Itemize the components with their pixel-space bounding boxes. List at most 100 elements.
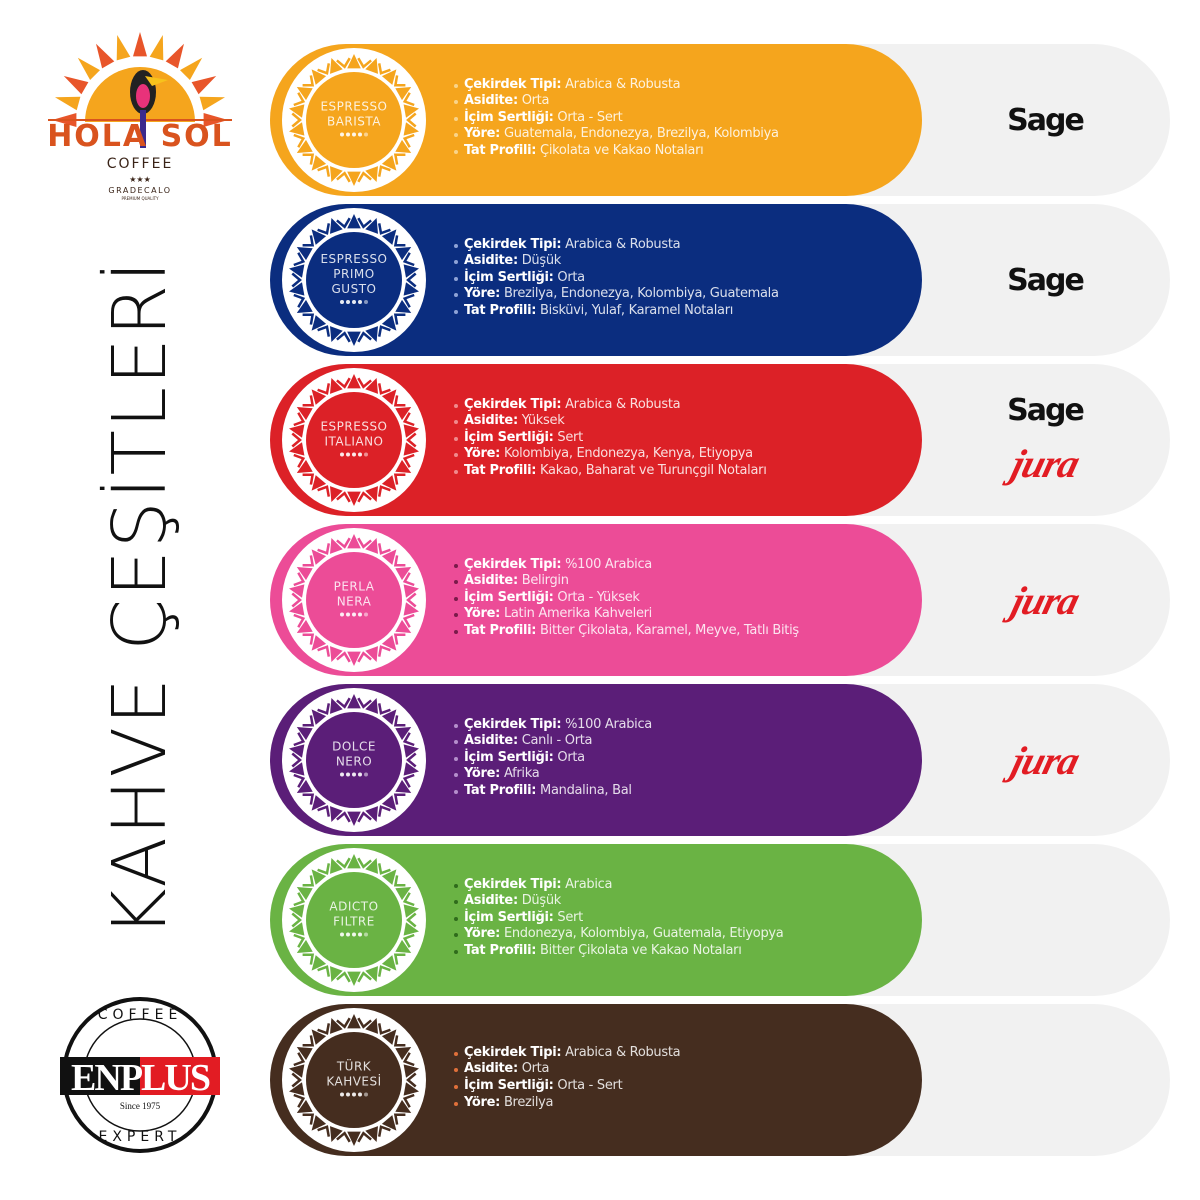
enplus-logo: COFFEE ENPLUS Since 1975 EXPERT [50,995,230,1155]
sage-logo: Sage [1007,262,1085,298]
spec-item: Asidite: Orta [454,1061,680,1078]
spec-list: Çekirdek Tipi: Arabica Asidite: Düşük İçim… [454,876,784,960]
product-name-line: ESPRESSO [320,252,387,266]
spec-item: Tat Profili: Kakao, Baharat ve Turunçgil… [454,463,767,480]
compatible-machines: Sage [960,204,1130,356]
spec-value: Brezilya, Endonezya, Kolombiya, Guatemal… [503,286,779,302]
spec-label: Tat Profili: [464,782,537,798]
spec-item: Çekirdek Tipi: %100 Arabica [454,717,652,734]
spec-value: Orta - Yüksek [557,589,640,605]
coffee-row: ESPRESSO PRIMO GUSTO Çekirdek Tipi: Arabic… [270,204,1170,356]
compatible-machines: jura [960,684,1130,836]
product-name-line: FILTRE [333,915,375,929]
spec-label: Yöre: [464,606,501,622]
coffee-row: TÜRK KAHVESİ Çekirdek Tipi: Arabica & Rob… [270,1004,1170,1156]
sage-logo: Sage [1007,393,1085,428]
spec-label: İçim Sertliği: [464,1077,554,1093]
spec-item: Yöre: Kolombiya, Endonezya, Kenya, Etiyo… [454,446,767,463]
spec-value: Belirgin [521,573,569,589]
spec-item: Çekirdek Tipi: Arabica & Robusta [454,237,779,254]
spec-label: Çekirdek Tipi: [464,396,562,412]
jura-logo: jura [1006,577,1084,623]
spec-label: İçim Sertliği: [464,749,554,765]
spec-value: Arabica & Robusta [565,396,681,412]
spec-value: Bitter Çikolata ve Kakao Notaları [540,942,742,958]
product-name-line: GUSTO [332,282,377,296]
product-name-line: PRIMO [333,267,374,281]
spec-value: %100 Arabica [565,556,652,572]
spec-value: Orta [557,749,585,765]
spec-item: Çekirdek Tipi: Arabica & Robusta [454,397,767,414]
spec-list: Çekirdek Tipi: %100 Arabica Asidite: Beli… [454,557,799,640]
spec-value: Düşük [521,893,562,909]
spec-item: Çekirdek Tipi: Arabica & Robusta [454,1045,681,1062]
spec-value: Brezilya [503,1094,554,1110]
spec-label: Tat Profili: [464,142,537,158]
spec-value: Yüksek [521,413,565,429]
holasol-wordmark: HOLA SOL [47,119,233,154]
spec-label: Asidite: [464,413,518,429]
spec-value: Guatemala, Endonezya, Brezilya, Kolombiy… [503,126,779,142]
spec-value: Canlı - Orta [521,733,593,749]
spec-value: Düşük [521,253,562,269]
spec-label: İçim Sertliği: [464,269,554,285]
compatible-machines: Sage jura [960,364,1130,516]
compatible-machines: Sage [960,44,1130,196]
spec-label: Tat Profili: [464,622,537,638]
product-name-line: ITALIANO [324,435,383,449]
spec-value: Orta [521,1061,550,1077]
spec-label: Asidite: [464,573,518,589]
spec-value: Orta - Sert [557,109,623,125]
product-name-line: ADICTO [329,900,378,914]
spec-label: Yöre: [464,446,501,462]
spec-list: Çekirdek Tipi: Arabica & Robusta Asidite:… [454,397,767,480]
spec-item: Tat Profili: Bitter Çikolata ve Kakao No… [454,943,783,960]
spec-item: İçim Sertliği: Sert [454,430,767,447]
spec-list: Çekirdek Tipi: %100 Arabica Asidite: Canl… [454,717,652,800]
product-name-line: ESPRESSO [320,420,387,434]
spec-item: Yöre: Latin Amerika Kahveleri [454,606,799,623]
compatible-machines [960,844,1130,996]
jura-logo: jura [1006,737,1084,783]
spec-value: Bitter Çikolata, Karamel, Meyve, Tatlı B… [540,622,799,638]
svg-text:GRADECALO: GRADECALO [108,186,171,195]
spec-label: Yöre: [464,1094,501,1110]
jura-logo: jura [1006,441,1084,486]
spec-label: Asidite: [464,1061,518,1077]
spec-label: Yöre: [464,286,501,302]
spec-item: Asidite: Orta [454,93,779,110]
spec-item: İçim Sertliği: Sert [454,910,783,927]
spec-item: Yöre: Guatemala, Endonezya, Brezilya, Ko… [454,126,779,143]
sage-logo: Sage [1007,102,1085,138]
product-name-line: ESPRESSO [320,100,387,114]
spec-label: Yöre: [464,766,501,782]
spec-label: Yöre: [464,126,501,142]
spec-item: İçim Sertliği: Orta - Sert [454,110,779,127]
spec-label: Asidite: [464,733,518,749]
spec-label: Çekirdek Tipi: [464,876,562,892]
svg-text:PREMIUM QUALITY: PREMIUM QUALITY [121,196,159,201]
spec-value: Mandalina, Bal [540,782,632,798]
spec-value: Orta [521,93,550,109]
spec-value: Çikolata ve Kakao Notaları [540,142,704,158]
spec-item: Çekirdek Tipi: %100 Arabica [454,557,799,574]
spec-list: Çekirdek Tipi: Arabica & Robusta Asidite:… [454,1045,681,1111]
spec-item: Asidite: Düşük [454,253,779,270]
spec-item: Asidite: Canlı - Orta [454,733,652,750]
product-name-line: PERLA [334,580,375,594]
svg-text:EXPERT: EXPERT [99,1129,182,1145]
svg-text:COFFEE: COFFEE [107,156,174,172]
spec-item: Tat Profili: Çikolata ve Kakao Notaları [454,143,779,160]
product-name-line: NERA [337,595,372,609]
spec-value: Arabica & Robusta [565,76,681,92]
spec-label: Tat Profili: [464,942,537,958]
page-title: KAHVE ÇEŞİTLERİ [97,258,183,938]
spec-label: İçim Sertliği: [464,109,554,125]
spec-label: Çekirdek Tipi: [464,236,562,252]
spec-item: İçim Sertliği: Orta [454,750,652,767]
